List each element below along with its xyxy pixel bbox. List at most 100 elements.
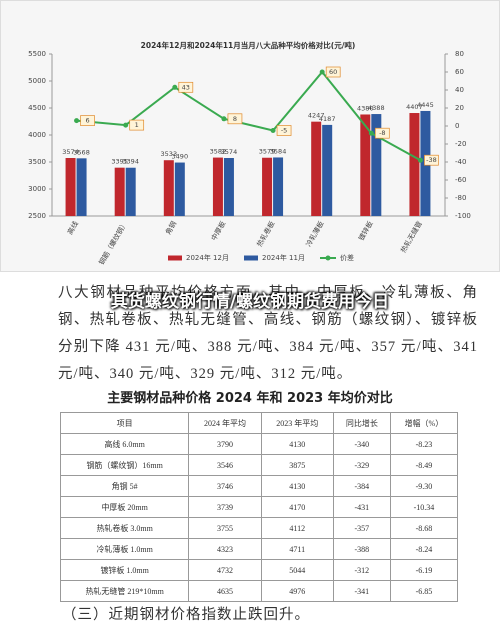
data-label: -5 [281, 127, 287, 135]
table-row: 热轧卷板 3.0mm 3755 4112 -357 -8.68 [59, 517, 459, 539]
table-cell: -357 [332, 517, 391, 539]
data-label: 3395 [111, 158, 128, 166]
data-label: -8 [379, 129, 385, 137]
table-cell: 3875 [260, 454, 334, 476]
chart: 2024年12月和2024年11月当月八大品种平均价格对比(元/吨) 2500 3… [0, 0, 500, 272]
table-cell: 项目 [59, 412, 190, 434]
table-cell: -8.68 [389, 517, 459, 539]
table-row: 冷轧薄板 1.0mm 4323 4711 -388 -8.24 [59, 538, 459, 560]
bar [212, 157, 223, 216]
y-tick-label: 5500 [28, 50, 46, 58]
data-label: 1 [135, 121, 139, 129]
data-label: 3574 [62, 148, 79, 156]
y-tick-label: 4500 [28, 104, 46, 112]
data-label: 4407 [406, 103, 423, 111]
table-cell: -384 [332, 475, 391, 497]
data-label: 3584 [270, 147, 287, 155]
table-cell: 2024 年平均 [188, 412, 262, 434]
data-label: 3582 [210, 148, 227, 156]
table-cell: 4323 [188, 538, 262, 560]
data-label: 4445 [417, 101, 434, 109]
table-cell: -431 [332, 496, 391, 518]
legend-label: 价差 [340, 253, 354, 262]
legend-label: 2024年 12月 [186, 253, 229, 262]
legend-swatch [325, 255, 331, 261]
table: 项目 2024 年平均 2023 年平均 同比增长 增幅（%） 高线 6.0mm 3790 4… [59, 412, 459, 602]
y-tick-label: 2500 [28, 212, 46, 220]
table-cell: -6.19 [389, 559, 459, 581]
table-row: 镀锌板 1.0mm 4732 5044 -312 -6.19 [59, 559, 459, 581]
line-marker [417, 157, 423, 163]
table-row: 热轧无缝管 219*10mm 4635 4976 -341 -6.85 [59, 580, 459, 602]
y2-tick-label: 80 [455, 50, 464, 58]
y2-tick-label: -100 [455, 212, 471, 220]
bar [125, 167, 136, 216]
bar [223, 158, 234, 216]
table-cell: 5044 [260, 559, 334, 581]
data-label: 3579 [259, 148, 276, 156]
label-box [374, 127, 390, 139]
data-label: 3533 [161, 150, 178, 158]
table-title: 主要钢材品种价格 2024 年和 2023 年均价对比 [107, 391, 393, 406]
bar [409, 113, 420, 216]
line-marker [74, 118, 80, 124]
line-marker [221, 116, 227, 122]
y2-tick-label: 0 [455, 122, 459, 130]
y2-tick-label: 40 [455, 86, 464, 94]
bar [273, 157, 284, 216]
y2-tick-label: 60 [455, 68, 464, 76]
line-marker [319, 69, 325, 75]
table-cell: 4112 [260, 517, 334, 539]
data-label: 3568 [73, 148, 90, 156]
data-label: 4187 [319, 115, 336, 123]
label-box [80, 115, 95, 126]
chart-title: 2024年12月和2024年11月当月八大品种平均价格对比(元/吨) [141, 40, 356, 50]
label-box [178, 81, 194, 93]
data-label: 8 [233, 115, 237, 123]
bar [76, 158, 87, 216]
y-tick-label: 4000 [28, 131, 46, 139]
y2-tick-label: -80 [455, 194, 466, 202]
line-marker [123, 122, 129, 128]
bar [360, 114, 371, 216]
data-label: 3394 [122, 158, 139, 166]
table-cell: 3546 [188, 454, 262, 476]
table-cell: -10.34 [389, 496, 459, 518]
bar [311, 121, 322, 216]
label-box [129, 119, 145, 131]
table-cell: -8.23 [389, 433, 459, 455]
legend-swatch [168, 255, 182, 261]
table-cell: 中厚板 20mm [59, 496, 190, 518]
table-cell: -6.85 [389, 580, 459, 602]
label-box [424, 154, 439, 166]
table-cell: 2023 年平均 [260, 412, 334, 434]
bar [322, 124, 333, 216]
table-cell: 4170 [260, 496, 334, 518]
table-cell: 冷轧薄板 1.0mm [59, 538, 190, 560]
table-cell: 镀锌板 1.0mm [59, 559, 190, 581]
line-marker [270, 128, 276, 133]
paragraph: 八大钢材品种平均价格方面，其中，中厚板、冷轧薄板、角钢、热轧卷板、热轧无缝管、高… [58, 285, 478, 382]
y2-tick-label: -40 [455, 158, 466, 166]
table-cell: 角钢 5# [59, 475, 190, 497]
table-cell: -8.24 [389, 538, 459, 560]
table-cell: 4976 [260, 580, 334, 602]
data-label: 6 [85, 117, 89, 125]
y2-tick-label: -20 [455, 140, 466, 148]
table-cell: 热轧无缝管 219*10mm [59, 580, 190, 602]
y-tick-label: 3000 [28, 185, 46, 193]
bar [163, 160, 174, 216]
table-row: 角钢 5# 3746 4130 -384 -9.30 [59, 475, 459, 497]
label-box [276, 125, 292, 136]
data-label: 3490 [172, 153, 189, 161]
data-label: 4247 [308, 112, 325, 120]
table-cell: 4635 [188, 580, 262, 602]
line [76, 70, 421, 162]
table-cell: 热轧卷板 3.0mm [59, 517, 190, 539]
table-cell: -9.30 [389, 475, 459, 497]
label-box [325, 66, 341, 78]
data-label: -38 [426, 156, 437, 164]
data-label: 4380 [357, 104, 374, 112]
table-cell: -341 [332, 580, 391, 602]
